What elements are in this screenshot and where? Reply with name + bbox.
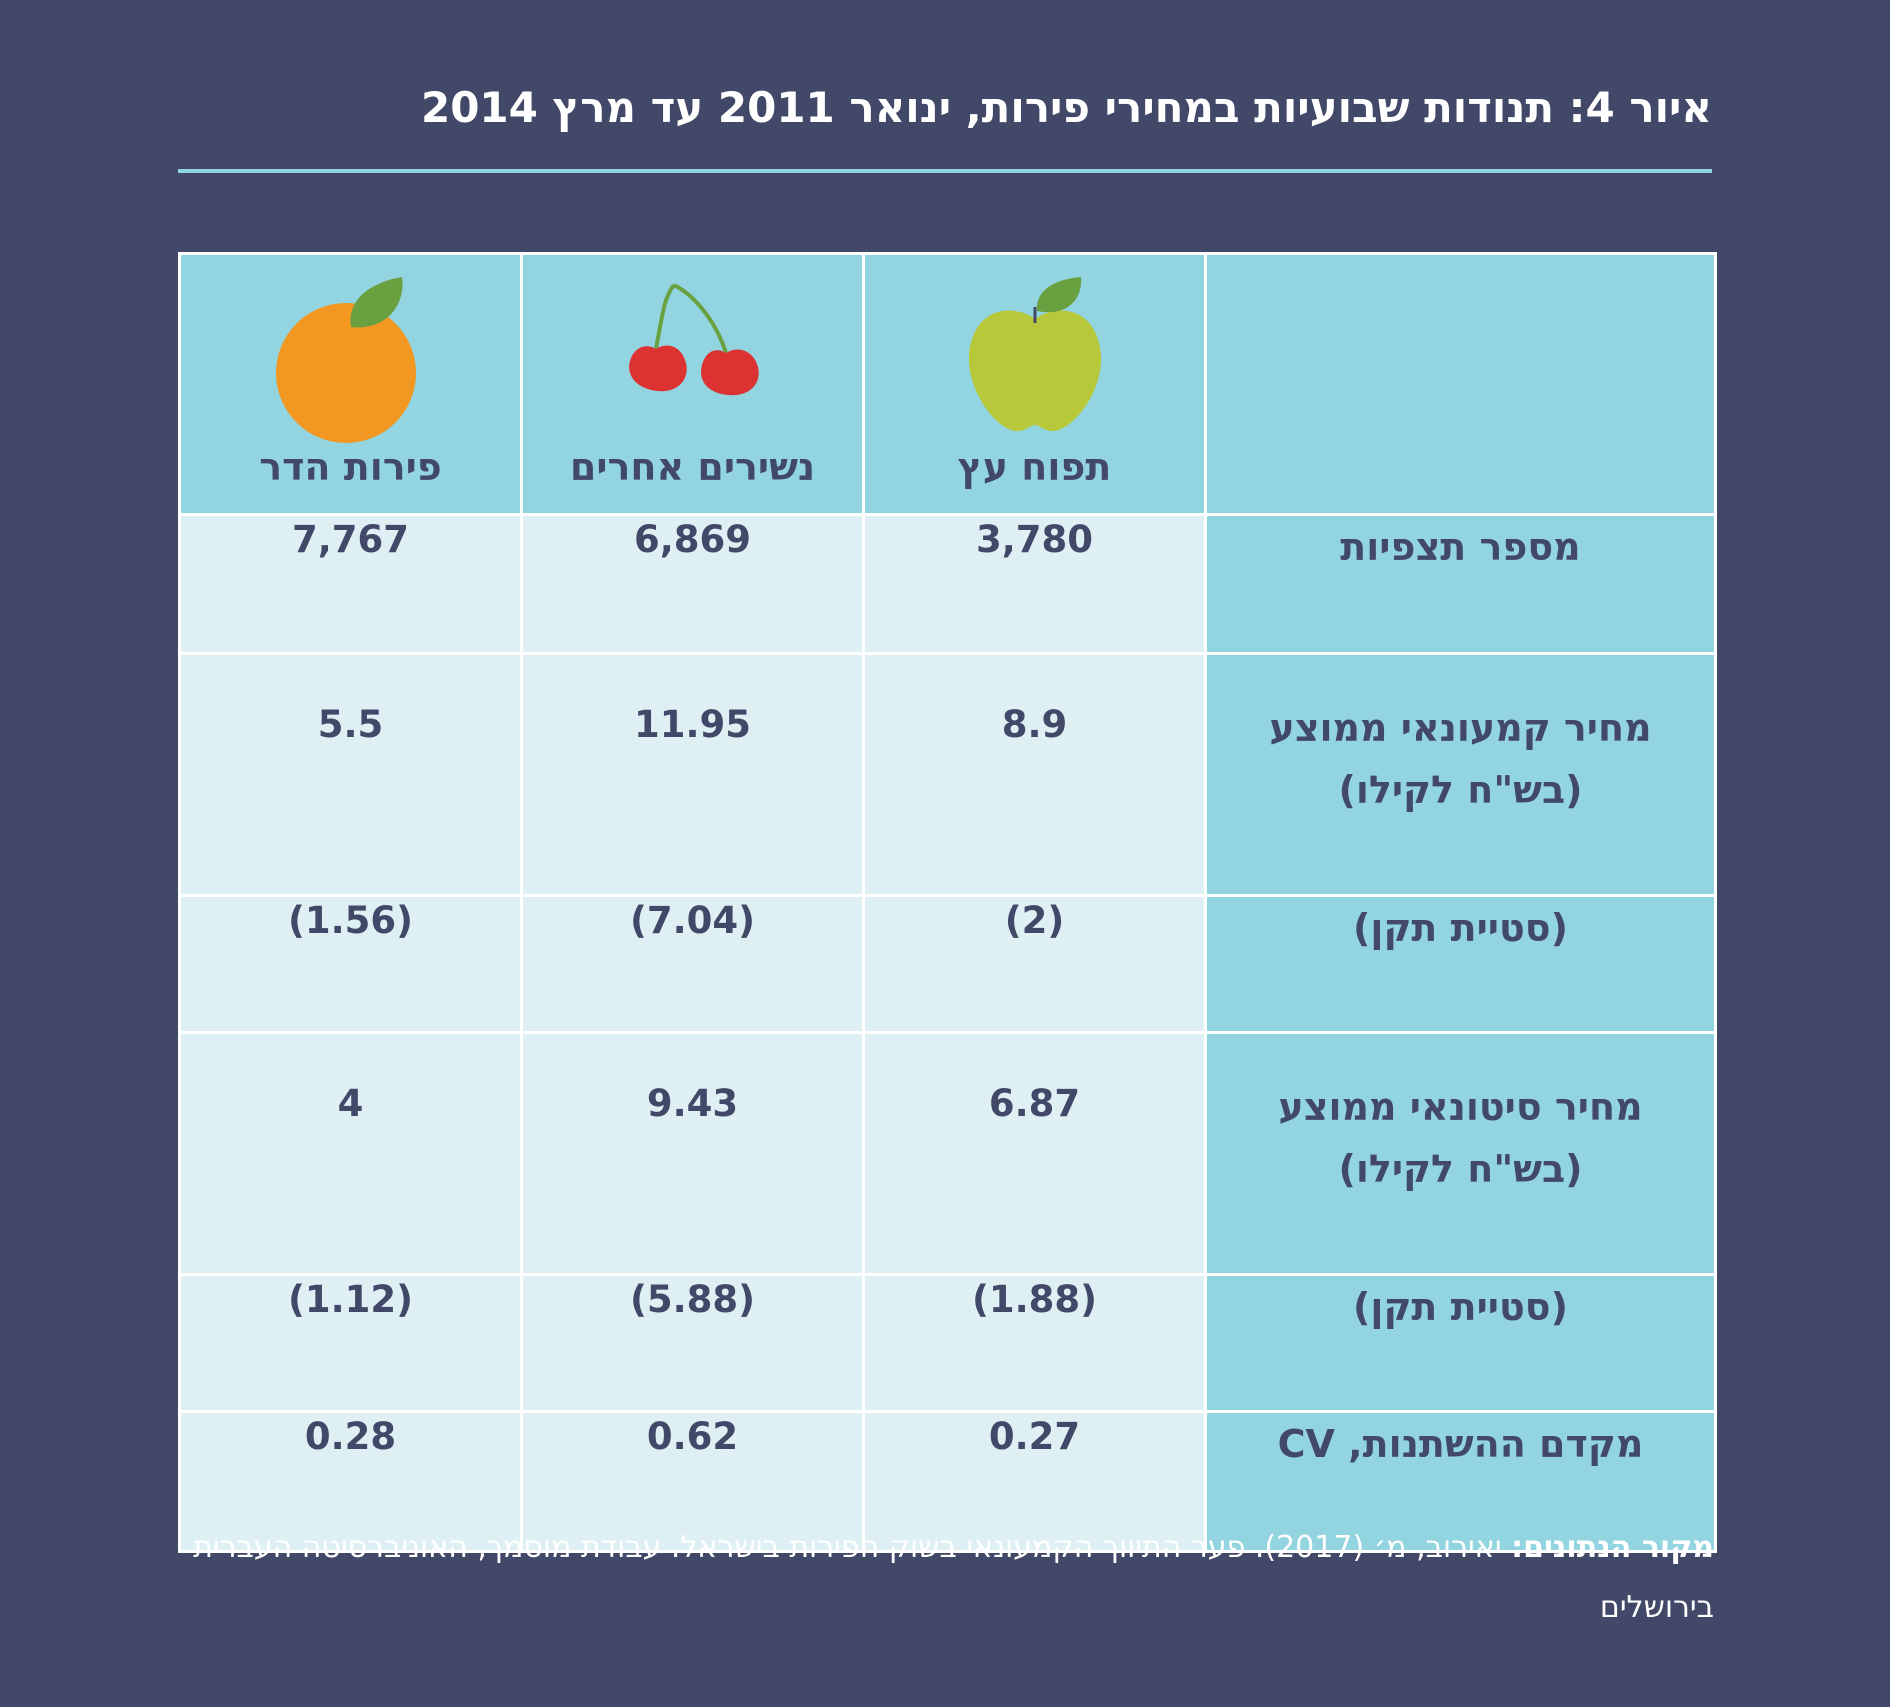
apple-icon — [965, 277, 1105, 441]
data-source-note: מקור הנתונים: יאירוב, מ׳ (2017). פער התי… — [154, 1518, 1714, 1638]
source-text: יאירוב, מ׳ (2017). פער התיווך הקמעונאי ב… — [193, 1530, 1714, 1625]
value-cell: 6.87 — [862, 1031, 1207, 1276]
row-label-unit: (בש"ח לקילו) — [1338, 1147, 1583, 1191]
table-row: (1.56) (7.04) (2) (סטיית תקן) — [178, 894, 1717, 1034]
value-cell: 4 — [178, 1031, 523, 1276]
row-label-line: (סטיית תקן) — [1353, 906, 1568, 950]
column-header-citrus: פירות הדר — [178, 252, 523, 516]
row-label: מספר תצפיות — [1204, 513, 1717, 655]
cherries-icon — [618, 277, 768, 411]
value-cell: (1.12) — [178, 1273, 523, 1413]
value-cell: 11.95 — [520, 652, 865, 897]
table-row: 5.5 11.95 8.9 מחיר קמעונאי ממוצע (בש"ח ל… — [178, 652, 1717, 897]
value-cell: 7,767 — [178, 513, 523, 655]
value-cell: (7.04) — [520, 894, 865, 1034]
value-cell: 8.9 — [862, 652, 1207, 897]
row-label-line: מספר תצפיות — [1340, 525, 1581, 569]
value-cell: (1.88) — [862, 1273, 1207, 1413]
column-label: פירות הדר — [259, 445, 442, 489]
column-header-stone-fruit: נשירים אחרים — [520, 252, 865, 516]
value-cell: 3,780 — [862, 513, 1207, 655]
value-cell: 0.62 — [520, 1410, 865, 1553]
figure-title: איור 4: תנודות שבועיות במחירי פירות, ינו… — [420, 83, 1712, 132]
table-row: (1.12) (5.88) (1.88) (סטיית תקן) — [178, 1273, 1717, 1413]
row-label-line: מקדם ההשתנות, CV — [1277, 1422, 1644, 1466]
orange-icon — [275, 277, 426, 451]
title-divider — [178, 169, 1712, 173]
value-cell: 5.5 — [178, 652, 523, 897]
table-row: 7,767 6,869 3,780 מספר תצפיות — [178, 513, 1717, 655]
row-label: (סטיית תקן) — [1204, 894, 1717, 1034]
table-row: 0.28 0.62 0.27 מקדם ההשתנות, CV — [178, 1410, 1717, 1553]
value-cell: (1.56) — [178, 894, 523, 1034]
value-cell: 9.43 — [520, 1031, 865, 1276]
column-label: נשירים אחרים — [569, 445, 816, 489]
row-label-line: מחיר סיטונאי ממוצע — [1278, 1085, 1643, 1129]
row-label: מקדם ההשתנות, CV — [1204, 1410, 1717, 1553]
row-label: מחיר סיטונאי ממוצע (בש"ח לקילו) — [1204, 1031, 1717, 1276]
value-cell: 0.28 — [178, 1410, 523, 1553]
row-label: (סטיית תקן) — [1204, 1273, 1717, 1413]
fruit-price-table: פירות הדר נשירים אחרים תפוח — [178, 252, 1717, 1553]
row-label-unit: (בש"ח לקילו) — [1338, 768, 1583, 812]
row-label-line: מחיר קמעונאי ממוצע — [1269, 706, 1652, 750]
value-cell: (5.88) — [520, 1273, 865, 1413]
row-label: מחיר קמעונאי ממוצע (בש"ח לקילו) — [1204, 652, 1717, 897]
column-header-apple: תפוח עץ — [862, 252, 1207, 516]
table-header-row: פירות הדר נשירים אחרים תפוח — [178, 252, 1717, 516]
corner-cell — [1204, 252, 1717, 516]
value-cell: 0.27 — [862, 1410, 1207, 1553]
value-cell: 6,869 — [520, 513, 865, 655]
column-label: תפוח עץ — [957, 445, 1112, 489]
table-row: 4 9.43 6.87 מחיר סיטונאי ממוצע (בש"ח לקי… — [178, 1031, 1717, 1276]
source-label: מקור הנתונים: — [1511, 1530, 1714, 1565]
row-label-line: (סטיית תקן) — [1353, 1285, 1568, 1329]
value-cell: (2) — [862, 894, 1207, 1034]
